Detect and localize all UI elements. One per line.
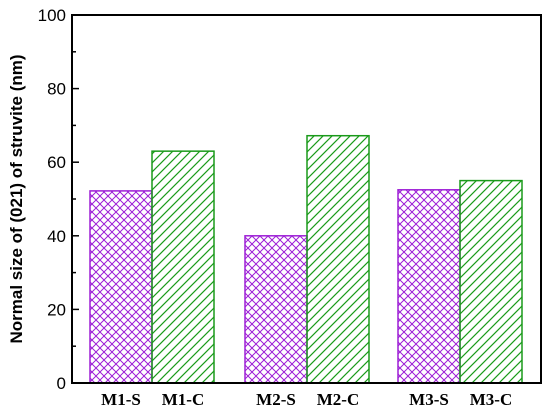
y-tick-label-100: 100	[38, 6, 66, 25]
bar-m2-s	[244, 235, 308, 384]
y-tick-label-0: 0	[57, 374, 66, 393]
bar-m1-c	[151, 150, 215, 384]
y-tick-label-20: 20	[47, 300, 66, 319]
bar-m3-c	[459, 179, 523, 384]
x-tick-label-m2-c: M2-C	[317, 390, 359, 409]
y-tick-label-80: 80	[47, 80, 66, 99]
x-tick-label-m1-c: M1-C	[162, 390, 204, 409]
plot-frame	[71, 14, 542, 384]
x-tick-label-m2-s: M2-S	[256, 390, 296, 409]
x-tick-label-m1-s: M1-S	[101, 390, 141, 409]
y-tick-label-60: 60	[47, 153, 66, 172]
y-axis-label: Normal size of (021) of struvite (nm)	[7, 54, 26, 343]
bars-group	[89, 134, 523, 384]
x-labels-group: M1-S M1-C M2-S M2-C M3-S M3-C	[101, 390, 512, 409]
bar-m3-s	[397, 189, 461, 384]
x-tick-label-m3-s: M3-S	[409, 390, 449, 409]
y-tick-label-40: 40	[47, 227, 66, 246]
bar-m1-s	[89, 190, 153, 384]
bar-m2-c	[306, 134, 370, 384]
x-tick-label-m3-c: M3-C	[470, 390, 512, 409]
